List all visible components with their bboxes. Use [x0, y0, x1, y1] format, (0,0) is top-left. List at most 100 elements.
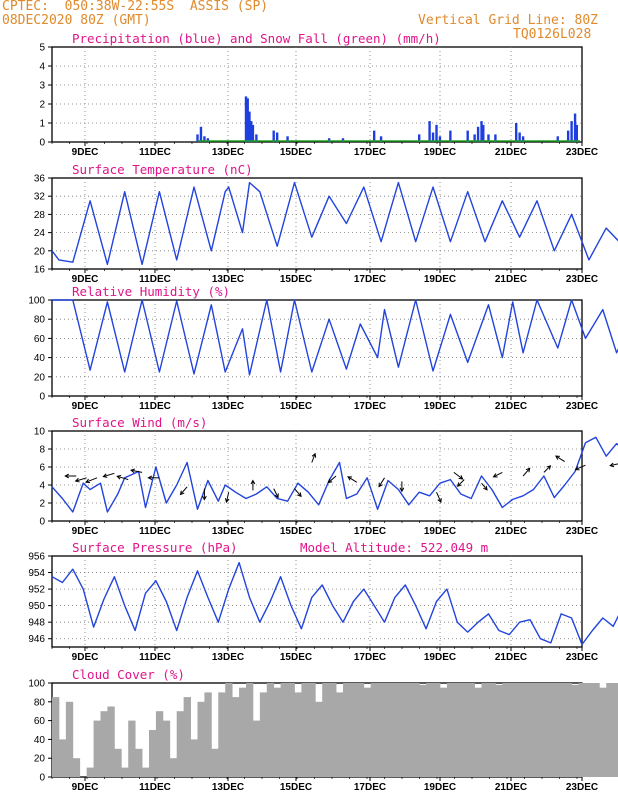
y-tick-label: 100 — [28, 679, 45, 690]
cloud-cover-bar — [502, 683, 510, 777]
wind-arrowhead — [64, 473, 69, 479]
wind-arrow — [378, 477, 385, 487]
x-tick-label: 23DEC — [566, 652, 598, 663]
wind-arrowhead — [456, 482, 462, 487]
precip-bar — [417, 134, 421, 142]
cloud-cover-bar — [606, 683, 614, 777]
wind-arrow — [75, 477, 87, 482]
wind-arrowhead — [609, 462, 615, 468]
wind-arrow — [481, 482, 488, 491]
cloud-cover-bar — [58, 739, 67, 777]
x-tick-label: 17DEC — [354, 782, 386, 793]
precip-bar — [570, 121, 573, 142]
cloud-cover-bar — [564, 683, 573, 777]
cloud-cover-bar — [322, 683, 330, 777]
x-tick-label: 15DEC — [280, 401, 312, 412]
cloud-cover-bar — [377, 683, 385, 777]
panel-title: Cloud Cover (%) — [72, 667, 185, 682]
x-tick-label: 9DEC — [72, 401, 99, 412]
cloud-cover-bar — [557, 683, 566, 777]
wind-arrow — [575, 464, 586, 471]
cloud-cover-bar — [65, 701, 74, 777]
cloud-cover-bar — [592, 683, 600, 777]
cloud-cover-bar — [121, 767, 129, 777]
cloud-cover-bar — [419, 684, 427, 777]
cloud-cover-bar — [197, 701, 205, 777]
y-tick-label: 950 — [28, 601, 45, 612]
precip-bar — [466, 130, 469, 142]
x-tick-label: 17DEC — [354, 652, 386, 663]
wind-arrowhead — [347, 476, 353, 481]
cloud-cover-bar — [72, 758, 81, 777]
x-tick-label: 17DEC — [354, 274, 386, 285]
wind-arrow — [347, 476, 358, 483]
precip-bar — [251, 124, 255, 142]
precip-bar — [494, 134, 497, 142]
y-tick-label: 80 — [34, 315, 46, 326]
x-tick-label: 21DEC — [495, 652, 527, 663]
cloud-cover-bar — [86, 767, 94, 777]
cloud-cover-bar — [162, 720, 171, 777]
x-tick-label: 23DEC — [566, 147, 598, 158]
y-tick-label: 40 — [34, 353, 46, 364]
panel-title: Relative Humidity (%) — [72, 284, 230, 299]
x-tick-label: 19DEC — [424, 401, 456, 412]
plot-frame — [51, 46, 583, 143]
panel-title: Precipitation (blue) and Snow Fall (gree… — [72, 31, 441, 46]
cloud-cover-bar — [571, 684, 579, 777]
x-tick-label: 13DEC — [212, 147, 244, 158]
precip-bar — [449, 130, 452, 142]
cloud-cover-bar — [225, 683, 233, 777]
cloud-cover-bar — [204, 692, 212, 777]
x-tick-label: 23DEC — [566, 526, 598, 537]
precip-bar — [206, 138, 210, 142]
y-tick-label: 100 — [28, 296, 45, 307]
wind-arrowhead — [546, 465, 552, 470]
y-tick-label: 20 — [34, 754, 46, 765]
wind-arrowhead — [102, 473, 108, 478]
cloud-cover-bar — [100, 711, 108, 777]
precip-bar — [521, 136, 525, 142]
x-tick-label: 15DEC — [280, 652, 312, 663]
cloud-cover-bar — [239, 687, 247, 777]
wind-speed-line — [51, 436, 618, 513]
cloud-cover-bar — [453, 683, 462, 777]
y-tick-label: 952 — [28, 585, 45, 596]
cloud-cover-bar — [509, 683, 517, 777]
wind-arrowhead — [147, 475, 153, 481]
cloud-cover-bar — [211, 748, 219, 777]
y-tick-label: 60 — [34, 334, 46, 345]
wind-arrowhead — [574, 466, 580, 471]
precip-bar — [487, 134, 490, 142]
x-tick-label: 21DEC — [495, 782, 527, 793]
wind-arrowhead — [297, 492, 302, 498]
plot-frame — [51, 299, 583, 397]
cloud-cover-bar — [245, 683, 254, 777]
cloud-cover-bar — [183, 697, 191, 777]
wind-arrow — [610, 463, 618, 467]
x-tick-label: 11DEC — [139, 147, 171, 158]
cloud-cover-bar — [599, 687, 607, 777]
cloud-cover-bar — [412, 683, 420, 777]
cloud-cover-bar — [329, 683, 337, 777]
x-tick-label: 15DEC — [280, 274, 312, 285]
cloud-cover-bar — [342, 683, 351, 777]
wind-arrow — [436, 491, 442, 503]
x-tick-label: 13DEC — [212, 274, 244, 285]
precip-bar — [566, 130, 570, 142]
y-tick-label: 10 — [34, 427, 46, 438]
y-tick-label: 4 — [39, 481, 45, 492]
wind-arrowhead — [274, 493, 279, 499]
cloud-cover-bar — [426, 683, 434, 777]
y-tick-label: 6 — [39, 463, 45, 474]
panel-title: Surface Wind (m/s) — [72, 415, 207, 430]
x-tick-label: 19DEC — [424, 526, 456, 537]
cloud-cover-bar — [398, 683, 406, 777]
x-tick-label: 11DEC — [139, 782, 171, 793]
x-tick-label: 13DEC — [212, 401, 244, 412]
wind-arrowhead — [554, 455, 560, 460]
precip-bar — [248, 111, 251, 142]
y-tick-label: 40 — [34, 735, 46, 746]
y-tick-label: 946 — [28, 634, 45, 645]
wind-arrowhead — [202, 495, 207, 501]
